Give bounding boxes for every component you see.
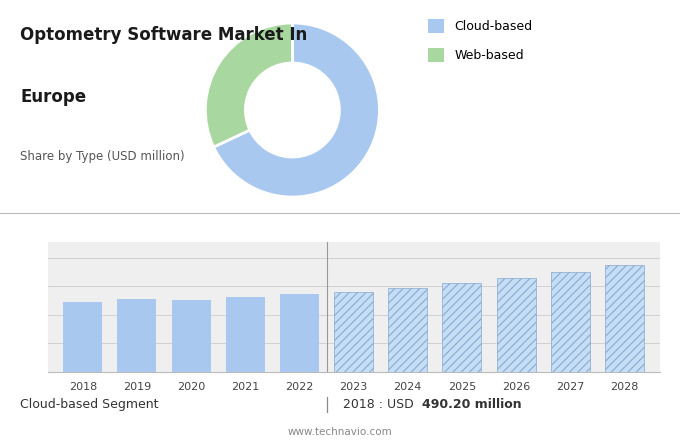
Bar bbox=[171, 300, 211, 372]
Wedge shape bbox=[214, 23, 379, 197]
Bar bbox=[388, 288, 427, 372]
Bar bbox=[118, 299, 156, 372]
Bar bbox=[551, 272, 590, 372]
Text: |: | bbox=[324, 397, 329, 413]
Bar bbox=[605, 265, 644, 372]
Legend: Cloud-based, Web-based: Cloud-based, Web-based bbox=[428, 19, 532, 62]
Bar bbox=[496, 278, 536, 372]
Text: 2018 : USD: 2018 : USD bbox=[343, 398, 418, 411]
Bar bbox=[63, 302, 102, 372]
Bar bbox=[226, 297, 265, 372]
Wedge shape bbox=[205, 23, 292, 147]
Bar bbox=[334, 292, 373, 372]
Text: Cloud-based Segment: Cloud-based Segment bbox=[20, 398, 159, 411]
Bar bbox=[443, 282, 481, 372]
Text: Europe: Europe bbox=[20, 88, 86, 106]
Text: 490.20 million: 490.20 million bbox=[422, 398, 522, 411]
Bar bbox=[280, 294, 319, 372]
Text: Optometry Software Market In: Optometry Software Market In bbox=[20, 26, 307, 44]
Text: www.technavio.com: www.technavio.com bbox=[288, 427, 392, 437]
Text: Share by Type (USD million): Share by Type (USD million) bbox=[20, 150, 185, 163]
